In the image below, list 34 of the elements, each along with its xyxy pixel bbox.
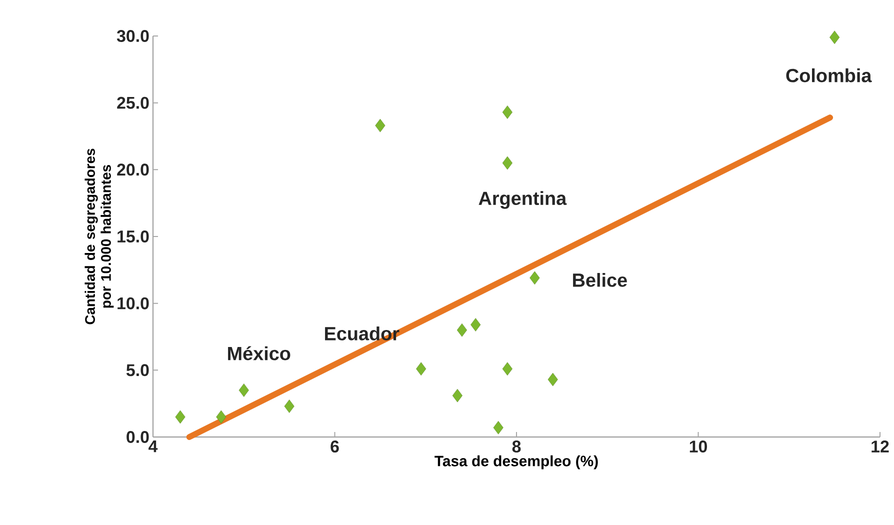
point: [416, 362, 426, 376]
y-tick-label: 20.0: [117, 164, 149, 176]
y-tick-label: 30.0: [116, 30, 149, 42]
point: [456, 323, 468, 337]
point: [530, 271, 540, 285]
point: [502, 362, 512, 376]
point: [375, 118, 386, 132]
x-tick-label: 6: [330, 440, 339, 453]
point: [216, 410, 226, 424]
x-tick-label: 10: [690, 440, 707, 453]
annotation: Colombia: [786, 68, 872, 82]
point: [548, 372, 558, 386]
point: [502, 156, 512, 170]
y-tick-label: 15.0: [118, 230, 149, 242]
x-tick-label: 12: [872, 440, 889, 452]
annotation: Belice: [573, 272, 627, 287]
point: [238, 384, 249, 397]
y-tick-label: 25.0: [117, 96, 149, 109]
point: [470, 318, 481, 332]
annotation: México: [228, 346, 290, 360]
y-tick-label: 10.0: [118, 297, 149, 310]
annotation: Argentina: [478, 191, 567, 209]
point: [452, 388, 462, 402]
point: [830, 30, 840, 44]
y-tick-label: 5.0: [126, 364, 149, 376]
point: [175, 410, 186, 424]
y-axis-title: Cantidad de segregadores por 10.000 habitantes: [84, 148, 114, 324]
x-tick-label: 4: [148, 440, 158, 452]
y-tick-label: 0.0: [126, 431, 149, 443]
point: [502, 106, 512, 119]
point: [493, 420, 504, 434]
x-tick-label: 8: [512, 440, 521, 453]
point: [284, 400, 294, 413]
x-axis-title: Tasa de desempleo (%): [434, 455, 598, 470]
